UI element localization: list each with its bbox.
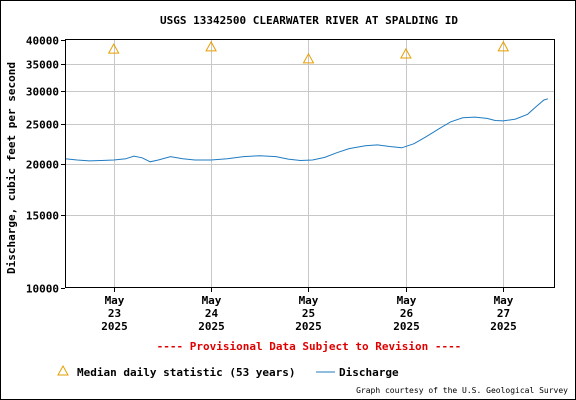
x-tick-label: May [494, 294, 514, 307]
y-tick-label: 15000 [26, 210, 59, 223]
median-marker [302, 52, 315, 64]
x-tick-label: 2025 [490, 320, 517, 333]
legend-triangle-icon [57, 364, 69, 376]
median-marker [205, 40, 217, 52]
chart-title: USGS 13342500 CLEARWATER RIVER AT SPALDI… [160, 14, 458, 27]
legend-discharge-label: Discharge [339, 366, 399, 379]
x-tick-label: May [299, 294, 319, 307]
x-tick-label: 2025 [295, 320, 322, 333]
legend-median-label: Median daily statistic (53 years) [77, 366, 296, 379]
median-marker [400, 47, 412, 59]
x-tick-layer: May232025May242025May252025May262025May2… [101, 288, 517, 333]
series-layer [64, 40, 549, 163]
y-tick-label: 25000 [26, 119, 59, 132]
y-tick-label: 35000 [26, 59, 59, 72]
y-tick-label: 10000 [26, 283, 59, 296]
plot-area-border [65, 39, 555, 288]
x-tick-label: May [105, 294, 125, 307]
y-tick-label: 40000 [26, 35, 59, 48]
y-tick-label: 20000 [26, 159, 59, 172]
x-tick-label: 27 [497, 307, 510, 320]
y-axis-label: Discharge, cubic feet per second [5, 62, 18, 274]
credit-text: Graph courtesy of the U.S. Geological Su… [356, 386, 568, 395]
median-marker [107, 43, 120, 54]
median-marker [497, 40, 510, 52]
x-tick-label: 2025 [198, 320, 225, 333]
y-tick-layer: 10000 15000 20000 25000 30000 35000 40000 [26, 35, 65, 296]
x-tick-label: 2025 [393, 320, 420, 333]
legend: Median daily statistic (53 years) Discha… [57, 364, 399, 379]
x-tick-label: 24 [205, 307, 219, 320]
x-tick-label: 2025 [101, 320, 128, 333]
discharge-line [64, 98, 549, 163]
grid-layer [65, 40, 554, 288]
x-tick-label: 23 [108, 307, 121, 320]
x-tick-label: 25 [302, 307, 315, 320]
x-tick-label: May [202, 294, 222, 307]
y-tick-label: 30000 [26, 86, 59, 99]
provisional-note: ---- Provisional Data Subject to Revisio… [157, 340, 462, 353]
x-tick-label: 26 [400, 307, 414, 320]
x-tick-label: May [397, 294, 417, 307]
